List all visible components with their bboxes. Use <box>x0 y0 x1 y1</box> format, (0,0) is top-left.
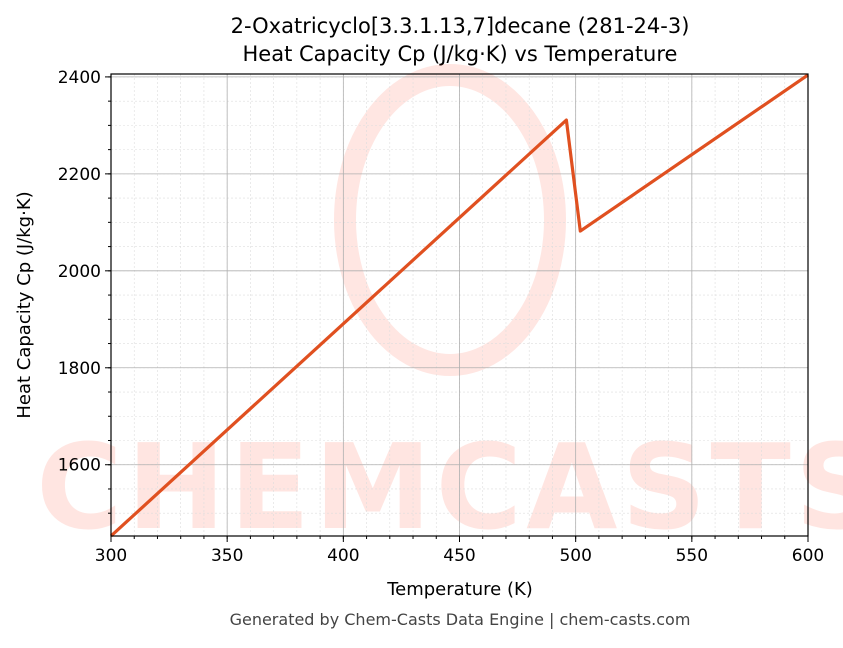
x-tick-label: 300 <box>95 546 127 566</box>
y-tick-label: 1600 <box>58 456 101 476</box>
watermark: CHEMCASTS <box>36 64 843 556</box>
y-tick-label: 2000 <box>58 262 101 282</box>
series-line-cp <box>109 73 809 538</box>
x-tick-label: 350 <box>211 546 243 566</box>
y-tick-label: 1800 <box>58 359 101 379</box>
x-tick-label: 550 <box>676 546 708 566</box>
y-axis-label: Heat Capacity Cp (J/kg·K) <box>14 191 35 418</box>
chart-title-line1: 2-Oxatricyclo[3.3.1.13,7]decane (281-24-… <box>231 14 690 38</box>
x-tick-label: 450 <box>443 546 475 566</box>
x-tick-label: 400 <box>327 546 359 566</box>
x-tick-label: 600 <box>792 546 824 566</box>
y-tick-label: 2400 <box>58 68 101 88</box>
y-tick-label: 2200 <box>58 165 101 185</box>
svg-text:CHEMCASTS: CHEMCASTS <box>36 418 843 556</box>
x-tick-label: 500 <box>559 546 591 566</box>
footer: Generated by Chem-Casts Data Engine | ch… <box>230 610 691 629</box>
x-axis-label: Temperature (K) <box>386 579 533 600</box>
chart-title-line2: Heat Capacity Cp (J/kg·K) vs Temperature <box>243 42 678 66</box>
